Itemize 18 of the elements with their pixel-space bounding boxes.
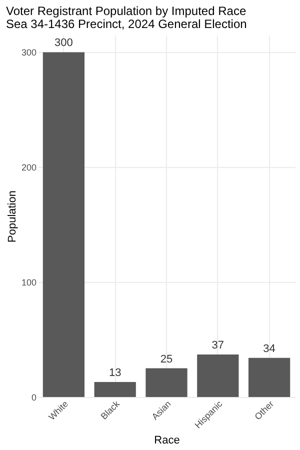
bar	[42, 52, 85, 397]
x-axis-title: Race	[154, 434, 180, 446]
y-tick-label: 100	[21, 278, 36, 288]
data-label: 25	[160, 353, 173, 366]
chart-subtitle: Sea 34-1436 Precinct, 2024 General Election	[6, 17, 247, 31]
y-tick-label: 0	[31, 392, 36, 402]
y-axis-title: Population	[6, 190, 18, 242]
bar	[146, 368, 188, 397]
data-label: 37	[212, 339, 224, 352]
y-tick-label: 300	[21, 48, 36, 58]
bar	[94, 382, 136, 397]
data-label: 34	[263, 342, 276, 355]
bar	[248, 358, 290, 397]
data-label: 300	[54, 37, 73, 50]
bar	[197, 354, 239, 397]
data-label: 13	[108, 367, 122, 380]
chart-title: Voter Registrant Population by Imputed Race	[6, 4, 246, 18]
y-tick-label: 200	[21, 162, 36, 173]
